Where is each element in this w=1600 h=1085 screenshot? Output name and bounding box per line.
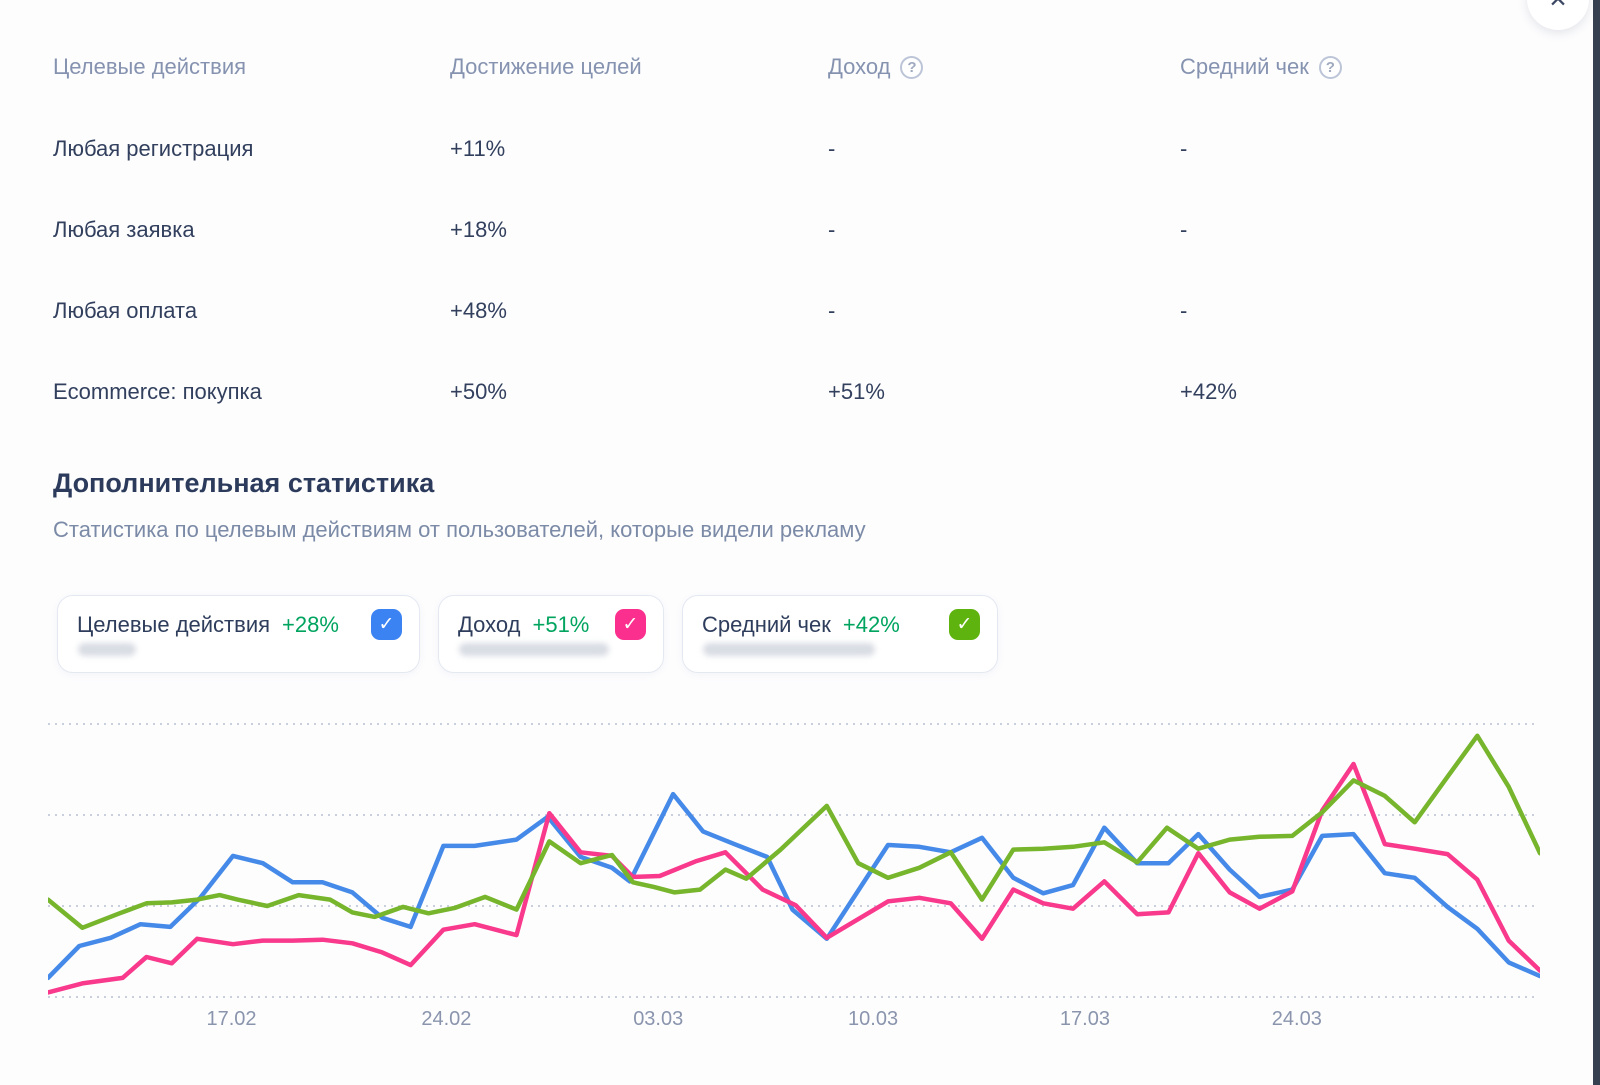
cell-target-action: Любая регистрация: [53, 135, 254, 161]
cell-goal-achievement-value: +11%: [450, 135, 506, 161]
cell-goal-achievement-value: +48%: [450, 297, 507, 323]
cell-target-action: Ecommerce: покупка: [53, 378, 262, 404]
close-icon: ✕: [1548, 0, 1567, 11]
cell-avg-check-value: +42%: [1180, 378, 1237, 404]
x-tick-label: 24.02: [421, 1008, 472, 1030]
series-line: [48, 733, 1540, 931]
legend-checkbox[interactable]: ✓: [371, 609, 402, 640]
column-header-target-actions: Целевые действия: [53, 54, 246, 80]
cell-revenue-value: -: [828, 135, 836, 161]
column-header-label: Средний чек: [1180, 54, 1309, 79]
legend-card-avg-check[interactable]: Средний чек +42% ✓: [682, 595, 998, 673]
column-header-goal-achievement: Достижение целей: [450, 54, 642, 80]
column-header-revenue: Доход ?: [828, 54, 924, 80]
x-tick-label: 24.03: [1271, 1008, 1322, 1030]
column-header-label: Достижение целей: [450, 54, 642, 79]
cell-target-action: Любая заявка: [53, 216, 195, 242]
table-row: Любая регистрация +11% - -: [0, 108, 1560, 189]
table-row: Любая заявка +18% - -: [0, 189, 1560, 270]
redacted-text: [459, 643, 609, 656]
cell-revenue-value: -: [828, 297, 836, 323]
cell-goal-achievement-value: +50%: [450, 378, 507, 404]
legend-card-revenue[interactable]: Доход +51% ✓: [438, 595, 664, 673]
goals-table: Целевые действия Достижение целей Доход …: [0, 0, 1560, 432]
legend-card-delta: +28%: [282, 612, 339, 637]
cell-revenue-value: +51%: [828, 378, 885, 404]
cell-revenue-value: -: [828, 216, 836, 242]
section-subtitle: Статистика по целевым действиям от польз…: [53, 517, 866, 542]
x-tick-label: 10.03: [848, 1008, 899, 1030]
help-icon[interactable]: ?: [1318, 55, 1342, 79]
x-tick-label: 03.03: [633, 1008, 684, 1030]
redacted-text: [703, 643, 875, 656]
column-header-label: Доход: [828, 54, 891, 79]
legend-checkbox[interactable]: ✓: [615, 609, 646, 640]
legend-card-target-actions[interactable]: Целевые действия +28% ✓: [57, 595, 420, 673]
legend-card-label: Средний чек: [702, 612, 831, 637]
cell-avg-check-value: -: [1180, 216, 1188, 242]
redacted-text: [78, 643, 136, 656]
background-page-edge: [1593, 0, 1600, 1085]
legend-card-label: Целевые действия: [77, 612, 271, 637]
legend-card-delta: +42%: [842, 612, 900, 637]
section-title: Дополнительная статистика: [53, 468, 435, 498]
chart-area: [48, 700, 1540, 1000]
line-chart[interactable]: [48, 700, 1540, 1000]
series-line: [48, 761, 1540, 995]
cell-avg-check-value: -: [1180, 297, 1188, 323]
table-row: Ecommerce: покупка +50% +51% +42%: [0, 351, 1560, 432]
x-tick-label: 17.02: [206, 1008, 257, 1030]
column-header-label: Целевые действия: [53, 54, 247, 79]
column-header-avg-check: Средний чек ?: [1180, 54, 1342, 80]
x-axis: 17.02 24.02 03.03 10.03 17.03 24.03: [0, 1008, 1600, 1038]
legend-card-delta: +51%: [532, 612, 590, 637]
table-row: Любая оплата +48% - -: [0, 270, 1560, 351]
help-icon[interactable]: ?: [900, 55, 924, 79]
legend-cards: Целевые действия +28% ✓ Доход +51% ✓ Сре…: [57, 595, 998, 673]
table-header-row: Целевые действия Достижение целей Доход …: [0, 0, 1560, 108]
cell-avg-check-value: -: [1180, 135, 1188, 161]
legend-card-label: Доход: [458, 612, 521, 637]
cell-goal-achievement-value: +18%: [450, 216, 507, 242]
legend-checkbox[interactable]: ✓: [949, 609, 980, 640]
goals-table-body: Любая регистрация +11% - - Любая заявка +18% -…: [0, 108, 1560, 432]
cell-target-action: Любая оплата: [53, 297, 198, 323]
x-tick-label: 17.03: [1059, 1008, 1110, 1030]
